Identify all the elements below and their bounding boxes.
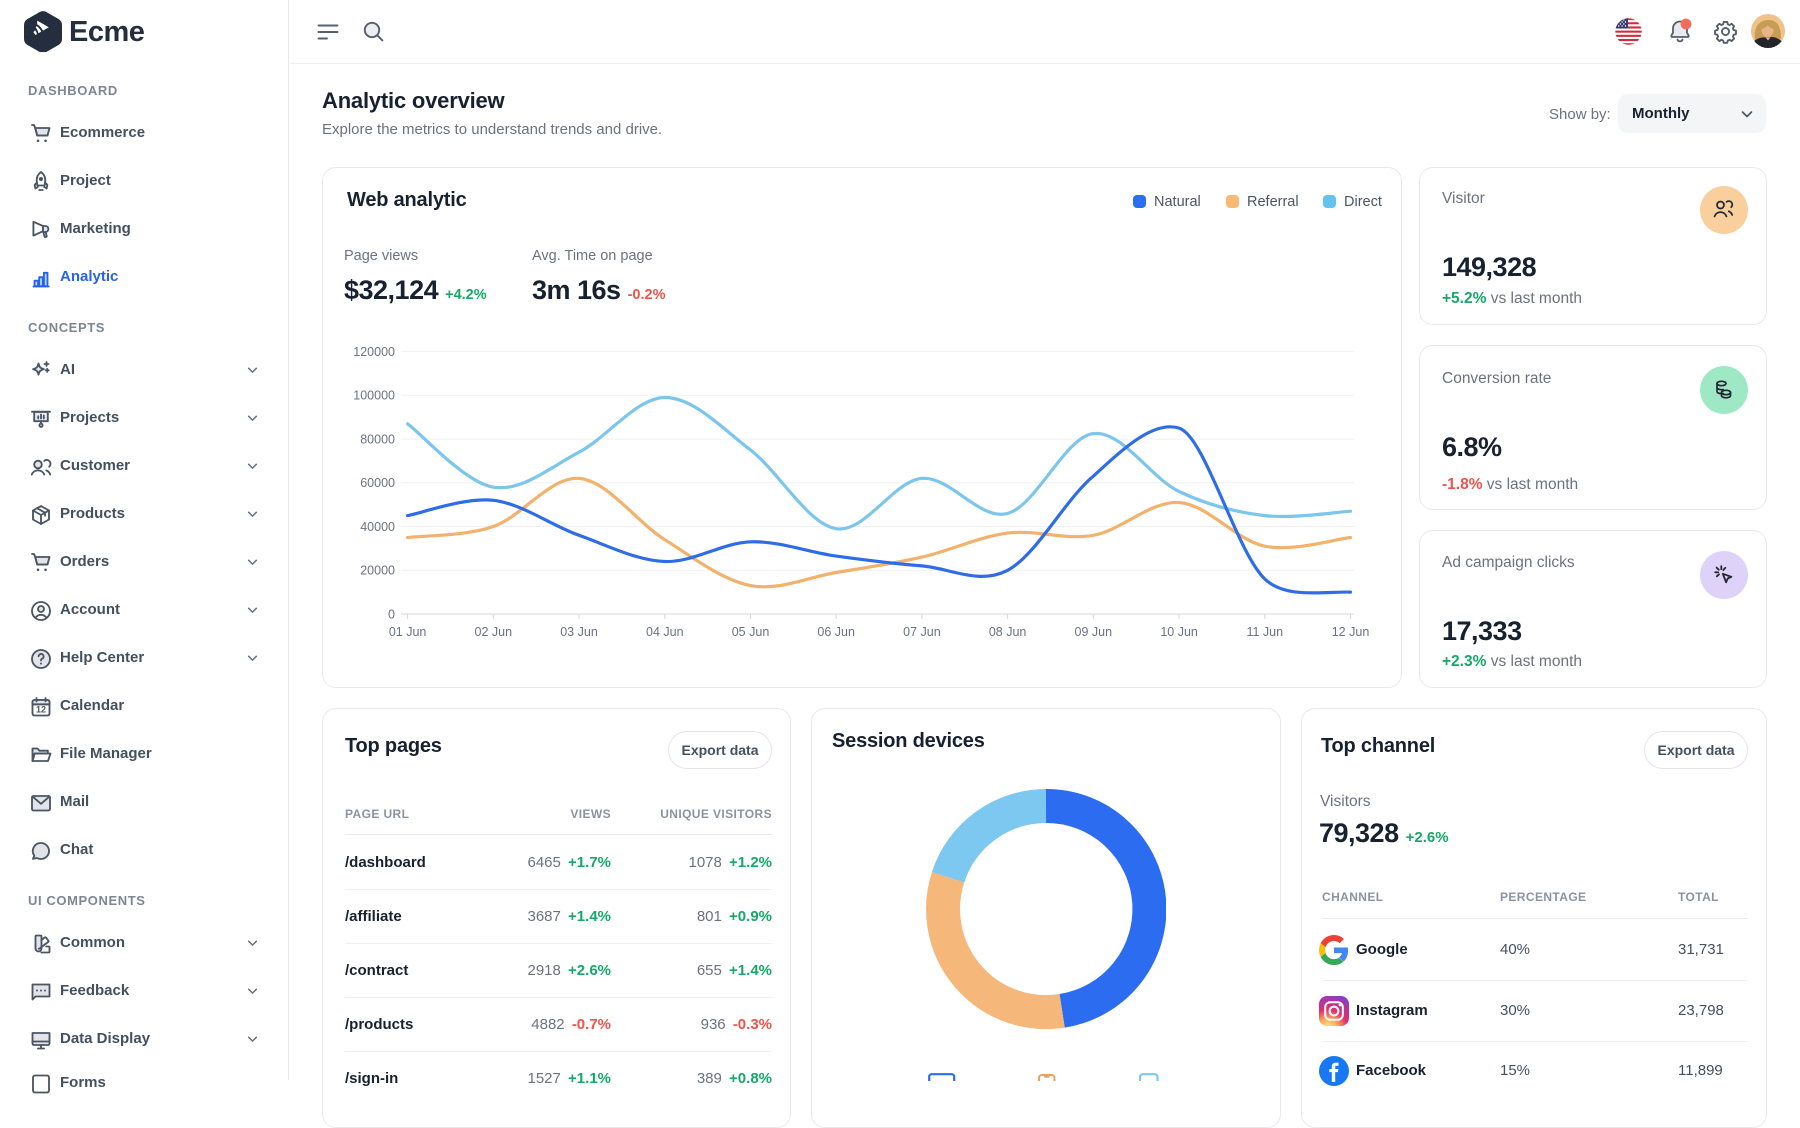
svg-text:80000: 80000 [360, 433, 395, 447]
svg-text:11 Jun: 11 Jun [1246, 625, 1283, 639]
svg-text:04 Jun: 04 Jun [646, 625, 684, 639]
svg-text:40000: 40000 [360, 520, 395, 534]
svg-text:01 Jun: 01 Jun [389, 625, 427, 639]
svg-text:05 Jun: 05 Jun [732, 625, 770, 639]
svg-text:100000: 100000 [353, 389, 395, 403]
svg-text:03 Jun: 03 Jun [560, 625, 598, 639]
svg-text:08 Jun: 08 Jun [989, 625, 1027, 639]
svg-text:12 Jun: 12 Jun [1332, 625, 1370, 639]
svg-text:0: 0 [388, 607, 395, 621]
svg-text:09 Jun: 09 Jun [1075, 625, 1113, 639]
svg-text:12: 12 [36, 705, 46, 715]
svg-text:20000: 20000 [360, 564, 395, 578]
svg-text:06 Jun: 06 Jun [817, 625, 855, 639]
svg-text:120000: 120000 [353, 345, 395, 359]
svg-text:60000: 60000 [360, 476, 395, 490]
svg-text:10 Jun: 10 Jun [1160, 625, 1198, 639]
svg-text:07 Jun: 07 Jun [903, 625, 941, 639]
svg-text:02 Jun: 02 Jun [475, 625, 513, 639]
